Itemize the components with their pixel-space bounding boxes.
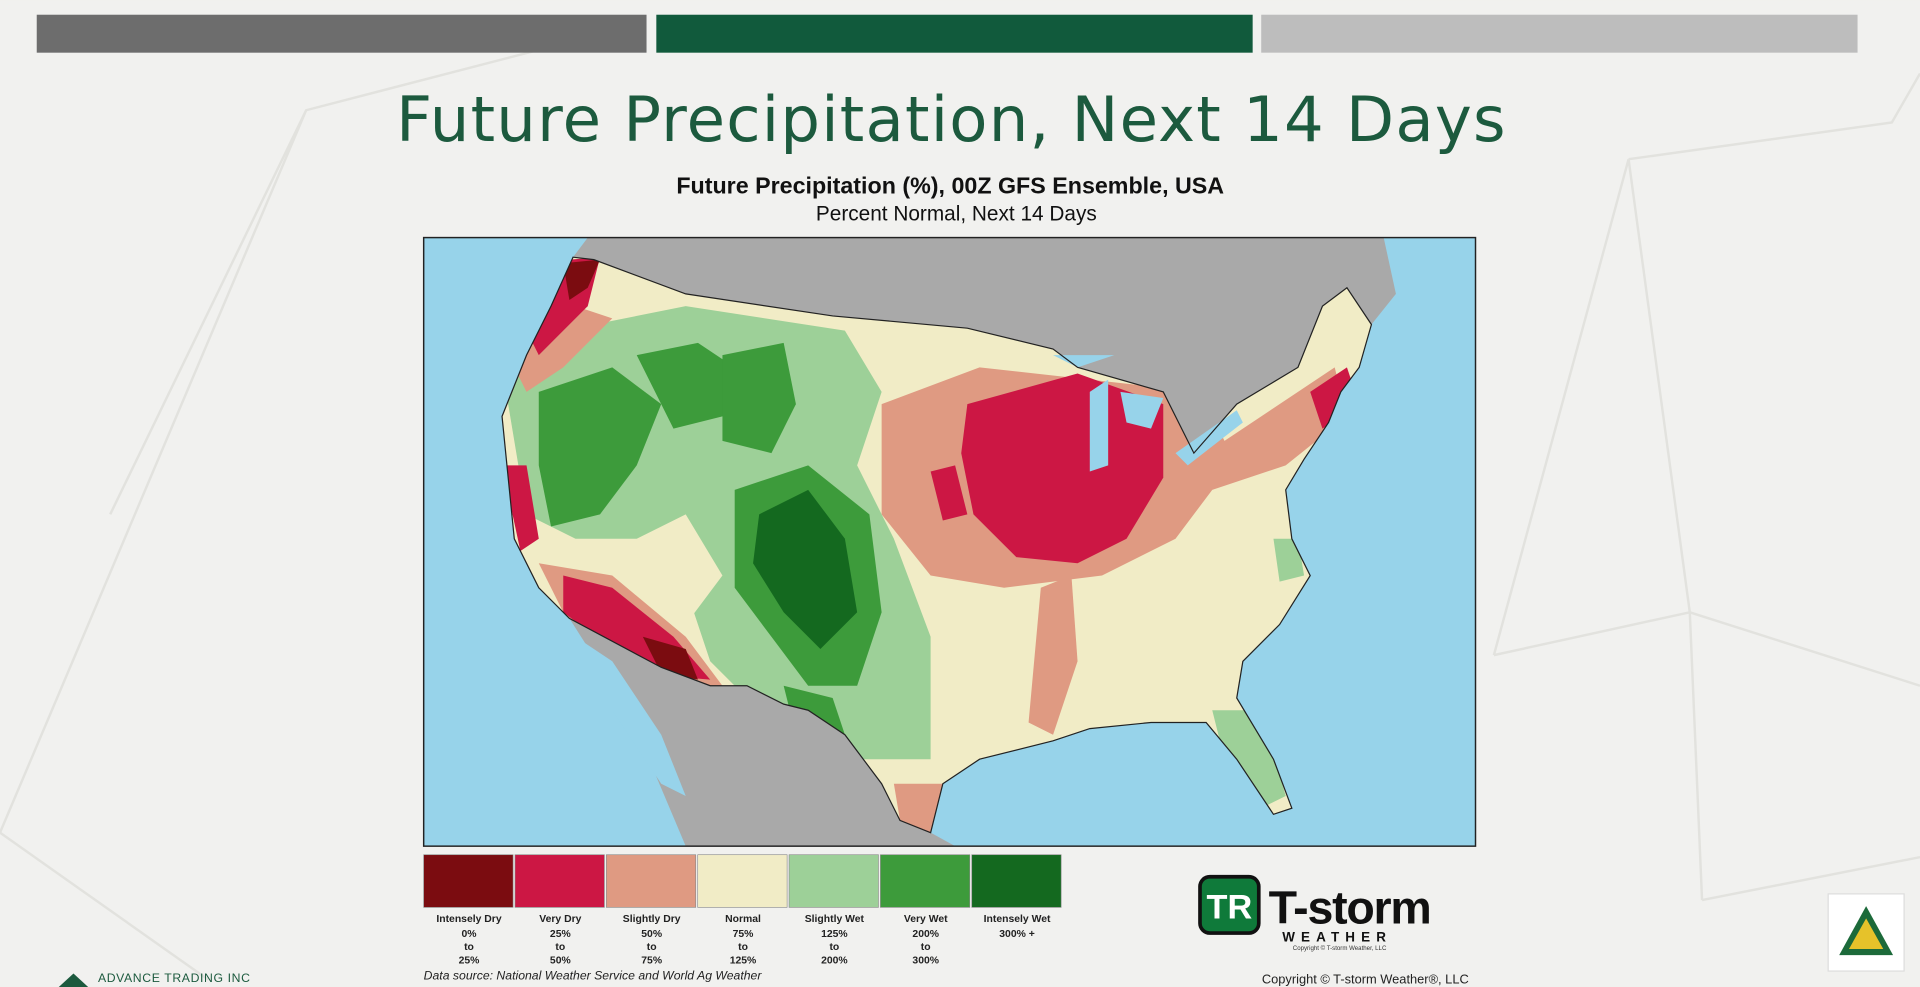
map-title: Future Precipitation (%), 00Z GFS Ensemb…: [676, 173, 1224, 199]
data-source: Data source: National Weather Service an…: [424, 969, 763, 983]
legend-range: to: [921, 942, 931, 953]
slide-title: Future Precipitation, Next 14 Days: [396, 83, 1507, 156]
legend-range: to: [555, 942, 565, 953]
logo-icon-text: TR: [1207, 888, 1253, 926]
legend-range: 300% +: [999, 929, 1035, 940]
great-lakes: [1053, 355, 1243, 472]
precip-region: [636, 342, 735, 429]
logo-name: T-storm: [1269, 881, 1431, 933]
map: [423, 237, 1476, 847]
legend-range: 0%: [461, 929, 476, 940]
legend-range: 200%: [821, 956, 848, 967]
legend-range: 125%: [730, 956, 757, 967]
header-bar: [1261, 14, 1858, 53]
precip-region: [961, 373, 1164, 564]
legend-range: 25%: [459, 956, 480, 967]
legend-label: Intensely Wet: [984, 914, 1051, 925]
header-bar: [36, 14, 647, 53]
precip-region: [502, 306, 613, 392]
legend-label: Intensely Dry: [436, 914, 501, 925]
legend-range: 25%: [550, 929, 571, 940]
precip-region: [563, 259, 600, 301]
precip-region: [502, 465, 539, 552]
tstorm-logo: TR T-storm WEATHER Copyright © T-storm W…: [1198, 874, 1432, 952]
ocean: [423, 237, 686, 847]
legend-label: Normal: [725, 914, 761, 925]
precip-region: [1028, 575, 1078, 735]
legend-range: 75%: [641, 956, 662, 967]
copyright: Copyright © T-storm Weather®, LLC: [1262, 971, 1469, 986]
logo-small: Copyright © T-storm Weather, LLC: [1293, 945, 1387, 952]
legend-swatch: [788, 854, 879, 908]
legend-swatch: [423, 854, 514, 908]
legend-range: to: [464, 942, 474, 953]
legend-swatch: [971, 854, 1062, 908]
precip-region: [722, 342, 796, 454]
precip-region: [893, 783, 943, 833]
legend-swatch: [606, 854, 697, 908]
ocean: [930, 237, 1476, 847]
header-bar: [656, 14, 1253, 53]
legend-range: 50%: [641, 929, 662, 940]
precip-region: [930, 465, 968, 521]
legend-range: 200%: [912, 929, 939, 940]
network-decoration: [0, 23, 1920, 981]
map-subtitle: Percent Normal, Next 14 Days: [816, 202, 1097, 225]
legend-label: Very Wet: [904, 914, 948, 925]
legend-range: 300%: [912, 956, 939, 967]
precip-region: [1273, 538, 1305, 582]
logo-icon: [1198, 874, 1261, 935]
precip-region: [642, 636, 698, 680]
legend-label: Slightly Dry: [623, 914, 681, 925]
corner-logo-shape: [1848, 918, 1884, 950]
legend-range: 125%: [821, 929, 848, 940]
legend-label: Slightly Wet: [805, 914, 865, 925]
legend-label: Very Dry: [539, 914, 581, 925]
legend-range: to: [738, 942, 748, 953]
legend: Intensely Dry 0% to 25% Very Dry 25% to 50% Slig…: [423, 854, 1062, 967]
precip-region: [538, 367, 662, 527]
legend-range: to: [647, 942, 657, 953]
company-name: ADVANCE TRADING INC: [98, 971, 251, 985]
gulf-of-california: [575, 636, 686, 796]
logo-tagline: WEATHER: [1282, 930, 1392, 945]
legend-swatch: [514, 854, 605, 908]
legend-range: to: [829, 942, 839, 953]
us-outline: [501, 256, 1373, 834]
legend-range: 50%: [550, 956, 571, 967]
company-icon: [58, 973, 89, 987]
legend-swatch: [880, 854, 971, 908]
precip-region: [753, 489, 858, 650]
legend-range: 75%: [733, 929, 754, 940]
precip-region: [636, 514, 723, 625]
legend-swatch: [697, 854, 788, 908]
map-frame: [422, 236, 1477, 847]
